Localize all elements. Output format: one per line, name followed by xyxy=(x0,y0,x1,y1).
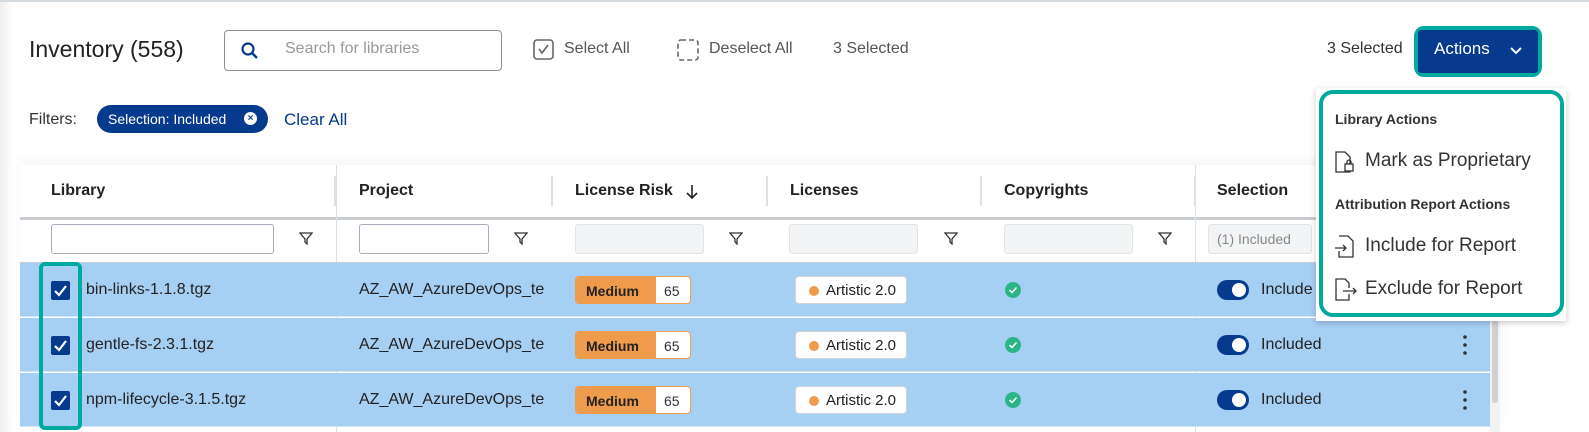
scrollbar-thumb[interactable] xyxy=(1492,293,1498,403)
kebab-menu-icon[interactable] xyxy=(1462,389,1468,411)
risk-score: 65 xyxy=(664,283,680,299)
project-name: AZ_AW_AzureDevOps_te xyxy=(359,281,545,298)
check-icon xyxy=(54,285,67,297)
chevron-down-icon xyxy=(1510,47,1522,55)
sort-down-icon[interactable] xyxy=(686,184,698,200)
check-circle-icon xyxy=(1005,392,1021,408)
search-icon xyxy=(241,42,258,59)
selection-toggle[interactable] xyxy=(1217,280,1249,300)
actions-button[interactable]: Actions xyxy=(1418,30,1538,73)
risk-level: Medium xyxy=(576,387,656,413)
license-risk-dot xyxy=(809,396,819,406)
deselect-all-button[interactable]: Deselect All xyxy=(709,40,793,57)
filter-icon[interactable] xyxy=(514,231,528,245)
kebab-menu-icon[interactable] xyxy=(1462,334,1468,356)
license-name: Artistic 2.0 xyxy=(826,282,897,299)
project-name: AZ_AW_AzureDevOps_te xyxy=(359,391,545,408)
filter-icon[interactable] xyxy=(729,231,743,245)
copyrights-filter-input xyxy=(1004,224,1133,254)
risk-level: Medium xyxy=(576,277,656,303)
col-copyrights[interactable]: Copyrights xyxy=(1004,182,1089,199)
filter-icon[interactable] xyxy=(944,231,958,245)
license-badge[interactable]: Artistic 2.0 xyxy=(795,276,908,304)
check-circle-icon xyxy=(1005,282,1021,298)
risk-filter-input xyxy=(575,224,704,254)
left-shade xyxy=(0,2,14,432)
selection-toggle[interactable] xyxy=(1217,335,1249,355)
library-name[interactable]: gentle-fs-2.3.1.tgz xyxy=(86,336,215,353)
page-title: Inventory (558) xyxy=(29,36,184,62)
menu-item-label: Include for Report xyxy=(1365,235,1517,256)
col-separator[interactable] xyxy=(980,176,982,206)
row-checkbox[interactable] xyxy=(51,391,70,410)
selected-count: 3 Selected xyxy=(833,40,909,57)
risk-badge: Medium 65 xyxy=(575,386,691,414)
menu-item-label: Mark as Proprietary xyxy=(1365,150,1531,171)
row-checkbox[interactable] xyxy=(51,336,70,355)
risk-score: 65 xyxy=(664,338,680,354)
check-circle-icon xyxy=(1005,337,1021,353)
library-actions-heading: Library Actions xyxy=(1335,111,1438,127)
search-box[interactable] xyxy=(224,30,502,71)
selection-status: Included xyxy=(1261,391,1322,408)
col-separator[interactable] xyxy=(551,176,553,206)
selected-count-right: 3 Selected xyxy=(1327,40,1403,57)
project-filter-input[interactable] xyxy=(359,224,489,254)
checkbox-highlight xyxy=(39,262,82,430)
col-selection[interactable]: Selection xyxy=(1217,182,1289,199)
actions-highlight xyxy=(1414,26,1542,77)
col-project[interactable]: Project xyxy=(359,182,414,199)
row-checkbox[interactable] xyxy=(51,281,70,300)
selection-status: Included xyxy=(1261,281,1313,298)
col-separator[interactable] xyxy=(334,176,336,206)
selection-filter-input[interactable]: (1) Included xyxy=(1208,224,1312,254)
select-all-icon[interactable] xyxy=(533,39,554,65)
filter-icon[interactable] xyxy=(1158,231,1172,245)
chip-label: Selection: Included xyxy=(108,111,227,127)
col-library[interactable]: Library xyxy=(51,182,106,199)
actions-menu xyxy=(1316,88,1566,321)
file-lock-icon xyxy=(1335,151,1354,173)
col-licenses[interactable]: Licenses xyxy=(790,182,859,199)
risk-score: 65 xyxy=(664,393,680,409)
menu-item-label: Exclude for Report xyxy=(1365,278,1523,299)
attribution-actions-heading: Attribution Report Actions xyxy=(1335,196,1511,212)
filter-icon[interactable] xyxy=(299,231,313,245)
licenses-filter-input xyxy=(789,224,918,254)
library-filter-input[interactable] xyxy=(51,224,274,254)
license-risk-dot xyxy=(809,341,819,351)
check-icon xyxy=(54,395,67,407)
library-name[interactable]: bin-links-1.1.8.tgz xyxy=(86,281,212,298)
scrollbar[interactable] xyxy=(1490,263,1500,432)
menu-highlight xyxy=(1319,90,1564,317)
license-badge[interactable]: Artistic 2.0 xyxy=(795,331,908,359)
selection-status: Included xyxy=(1261,336,1322,353)
col-license-risk[interactable]: License Risk xyxy=(575,182,673,199)
selection-toggle[interactable] xyxy=(1217,390,1249,410)
actions-label: Actions xyxy=(1434,39,1490,58)
risk-badge: Medium 65 xyxy=(575,331,691,359)
risk-level: Medium xyxy=(576,332,656,358)
check-icon xyxy=(54,340,67,352)
risk-badge: Medium 65 xyxy=(575,276,691,304)
search-input[interactable] xyxy=(285,40,485,58)
library-name[interactable]: npm-lifecycle-3.1.5.tgz xyxy=(86,391,247,408)
select-all-button[interactable]: Select All xyxy=(564,40,630,57)
license-name: Artistic 2.0 xyxy=(826,337,897,354)
header-divider xyxy=(20,217,1500,220)
clear-all-link[interactable]: Clear All xyxy=(284,110,348,129)
deselect-all-icon[interactable] xyxy=(677,39,699,66)
col-separator[interactable] xyxy=(766,176,768,206)
top-border xyxy=(0,0,1589,2)
file-export-icon xyxy=(1335,278,1357,301)
license-risk-dot xyxy=(809,286,819,296)
filter-chip-selection[interactable]: Selection: Included × xyxy=(97,105,268,133)
project-name: AZ_AW_AzureDevOps_te xyxy=(359,336,545,353)
filters-label: Filters: xyxy=(29,111,77,128)
license-name: Artistic 2.0 xyxy=(826,392,897,409)
license-badge[interactable]: Artistic 2.0 xyxy=(795,386,908,414)
close-icon[interactable]: × xyxy=(244,112,257,125)
file-import-icon xyxy=(1335,235,1354,258)
